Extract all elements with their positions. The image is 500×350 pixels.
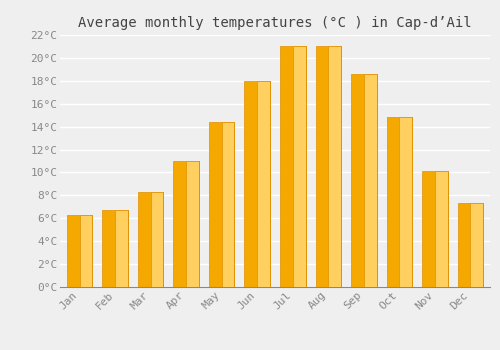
Bar [244, 81, 270, 287]
Bar [422, 171, 448, 287]
Bar [80, 215, 92, 287]
Bar [280, 47, 305, 287]
Bar [293, 47, 306, 287]
Bar [458, 203, 483, 287]
Bar [209, 122, 234, 287]
Bar [364, 74, 376, 287]
Bar [102, 210, 128, 287]
Bar [186, 161, 199, 287]
Bar [138, 192, 164, 287]
Bar [386, 118, 412, 287]
Bar [400, 118, 412, 287]
Bar [67, 215, 92, 287]
Title: Average monthly temperatures (°C ) in Cap-d’Ail: Average monthly temperatures (°C ) in Ca… [78, 16, 472, 30]
Bar [316, 47, 341, 287]
Bar [435, 171, 448, 287]
Bar [174, 161, 199, 287]
Bar [328, 47, 341, 287]
Bar [351, 74, 376, 287]
Bar [222, 122, 234, 287]
Bar [257, 81, 270, 287]
Bar [150, 192, 164, 287]
Bar [470, 203, 483, 287]
Bar [115, 210, 128, 287]
